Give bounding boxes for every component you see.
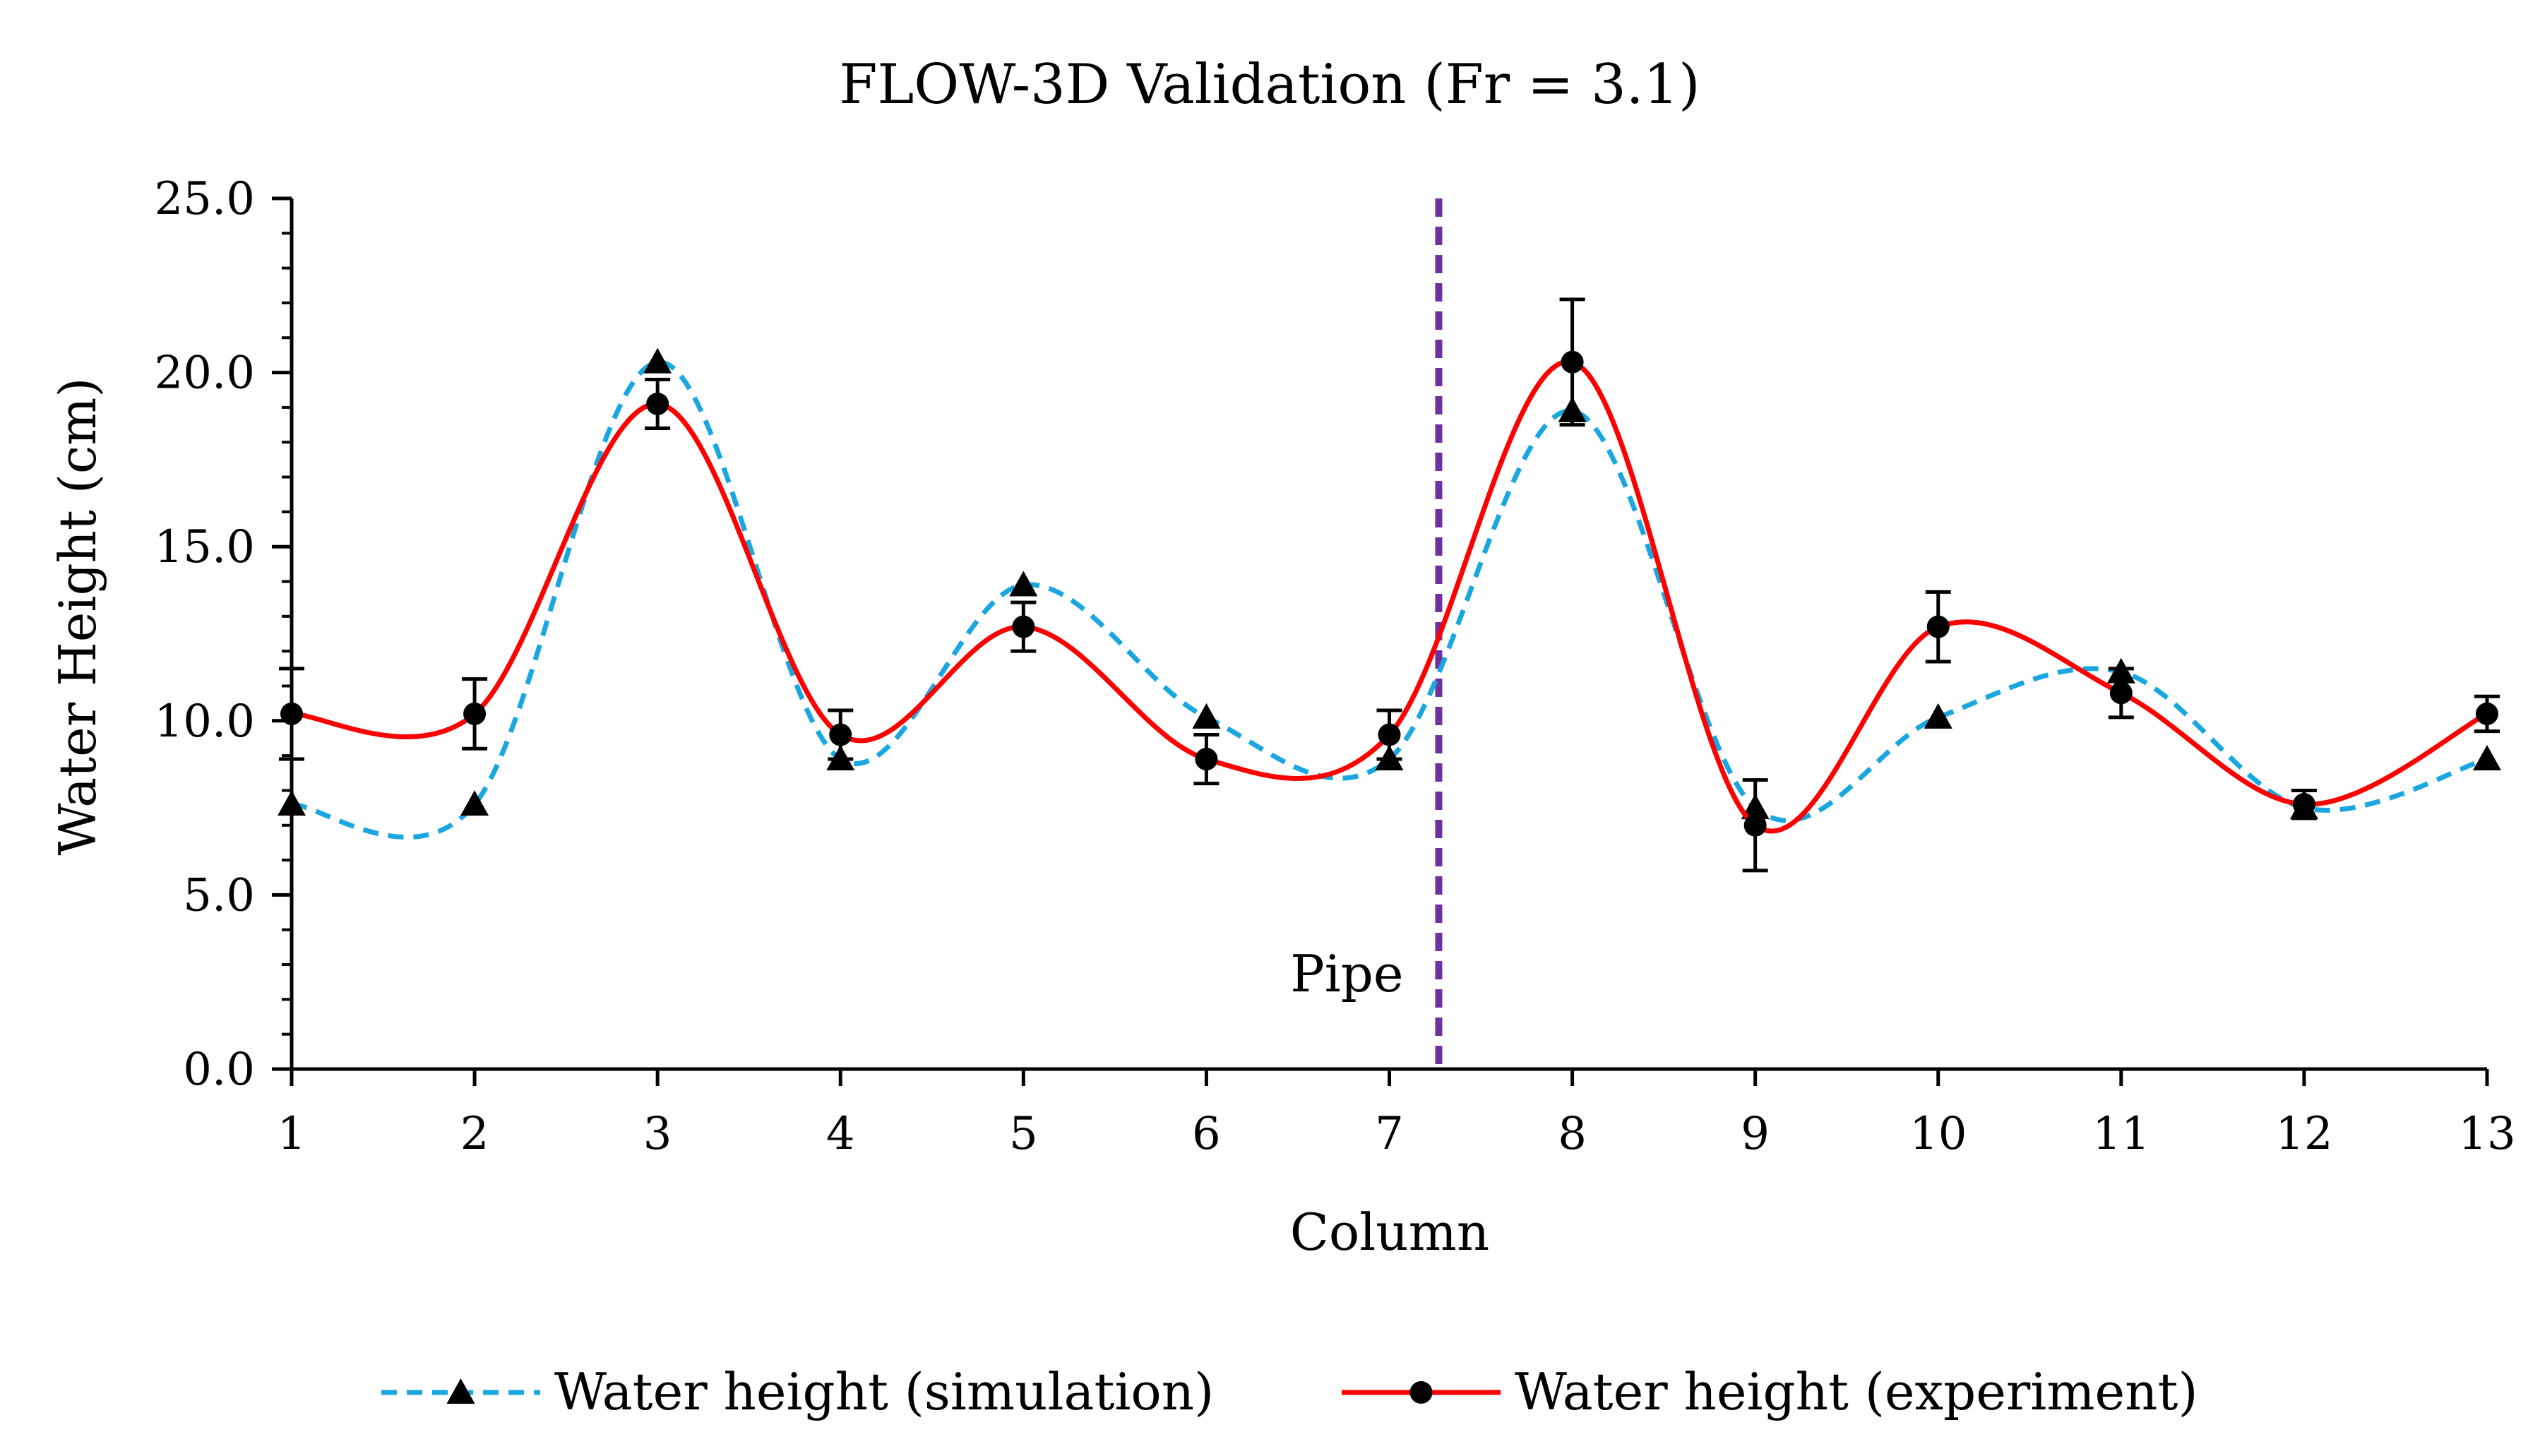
data-point — [1012, 615, 1035, 638]
x-axis-title: Column — [1290, 1203, 1489, 1262]
data-point — [2476, 702, 2498, 725]
x-tick-label: 10 — [1909, 1108, 1967, 1160]
data-point — [643, 347, 672, 374]
data-point — [2292, 793, 2315, 816]
data-point — [1192, 703, 1221, 729]
plot-layer: Pipe — [1290, 198, 1443, 1069]
x-tick-label: 5 — [1009, 1108, 1038, 1160]
data-point — [2473, 745, 2501, 771]
x-tick-label: 9 — [1741, 1108, 1770, 1160]
data-point — [1195, 748, 1218, 771]
legend-item-simulation: Water height (simulation) — [381, 1362, 1214, 1421]
y-tick-label: 15.0 — [155, 521, 256, 573]
series-line — [291, 359, 2488, 840]
y-axis-title: Water Height (cm) — [48, 377, 107, 855]
y-tick-label: 5.0 — [183, 869, 255, 921]
legend-label: Water height (experiment) — [1515, 1362, 2198, 1421]
chart-title: FLOW-3D Validation (Fr = 3.1) — [839, 53, 1700, 117]
data-point — [646, 392, 669, 415]
data-point — [829, 723, 852, 746]
x-tick-label: 4 — [826, 1108, 855, 1160]
legend: Water height (simulation) Water height (e… — [381, 1362, 2198, 1421]
data-point — [2109, 681, 2133, 705]
data-point — [1561, 350, 1584, 374]
pipe-label: Pipe — [1290, 944, 1403, 1003]
data-point — [463, 702, 487, 725]
x-tick-label: 12 — [2275, 1108, 2332, 1160]
x-tick-label: 6 — [1192, 1108, 1221, 1160]
x-tick-label: 2 — [460, 1108, 489, 1160]
y-tick-label: 25.0 — [155, 173, 256, 225]
y-tick-label: 20.0 — [155, 347, 256, 400]
x-tick-label: 8 — [1558, 1108, 1587, 1160]
legend-item-experiment: Water height (experiment) — [1342, 1362, 2198, 1421]
legend-label: Water height (simulation) — [554, 1362, 1214, 1421]
series-experiment — [279, 297, 2500, 873]
legend-marker — [446, 1378, 475, 1404]
data-point — [460, 790, 489, 816]
x-tick-label: 3 — [643, 1108, 672, 1160]
data-point — [1009, 571, 1038, 597]
data-point — [1743, 813, 1767, 837]
y-tick-label: 0.0 — [183, 1044, 255, 1096]
y-tick-label: 10.0 — [155, 696, 256, 748]
x-tick-label: 7 — [1375, 1108, 1404, 1160]
x-tick-label: 13 — [2458, 1108, 2515, 1160]
data-point — [1924, 703, 1952, 729]
legend-marker — [1409, 1381, 1433, 1404]
data-point — [1378, 723, 1401, 746]
series-simulation — [278, 347, 2501, 840]
x-tick-label: 1 — [278, 1108, 306, 1160]
x-tick-label: 11 — [2092, 1108, 2150, 1160]
axes-layer: 0.05.010.015.020.025.01 2 3 4 5 6 7 8 9 10 11 12 13 — [155, 173, 2516, 1160]
series-layer — [278, 297, 2501, 873]
data-point — [1926, 615, 1950, 638]
